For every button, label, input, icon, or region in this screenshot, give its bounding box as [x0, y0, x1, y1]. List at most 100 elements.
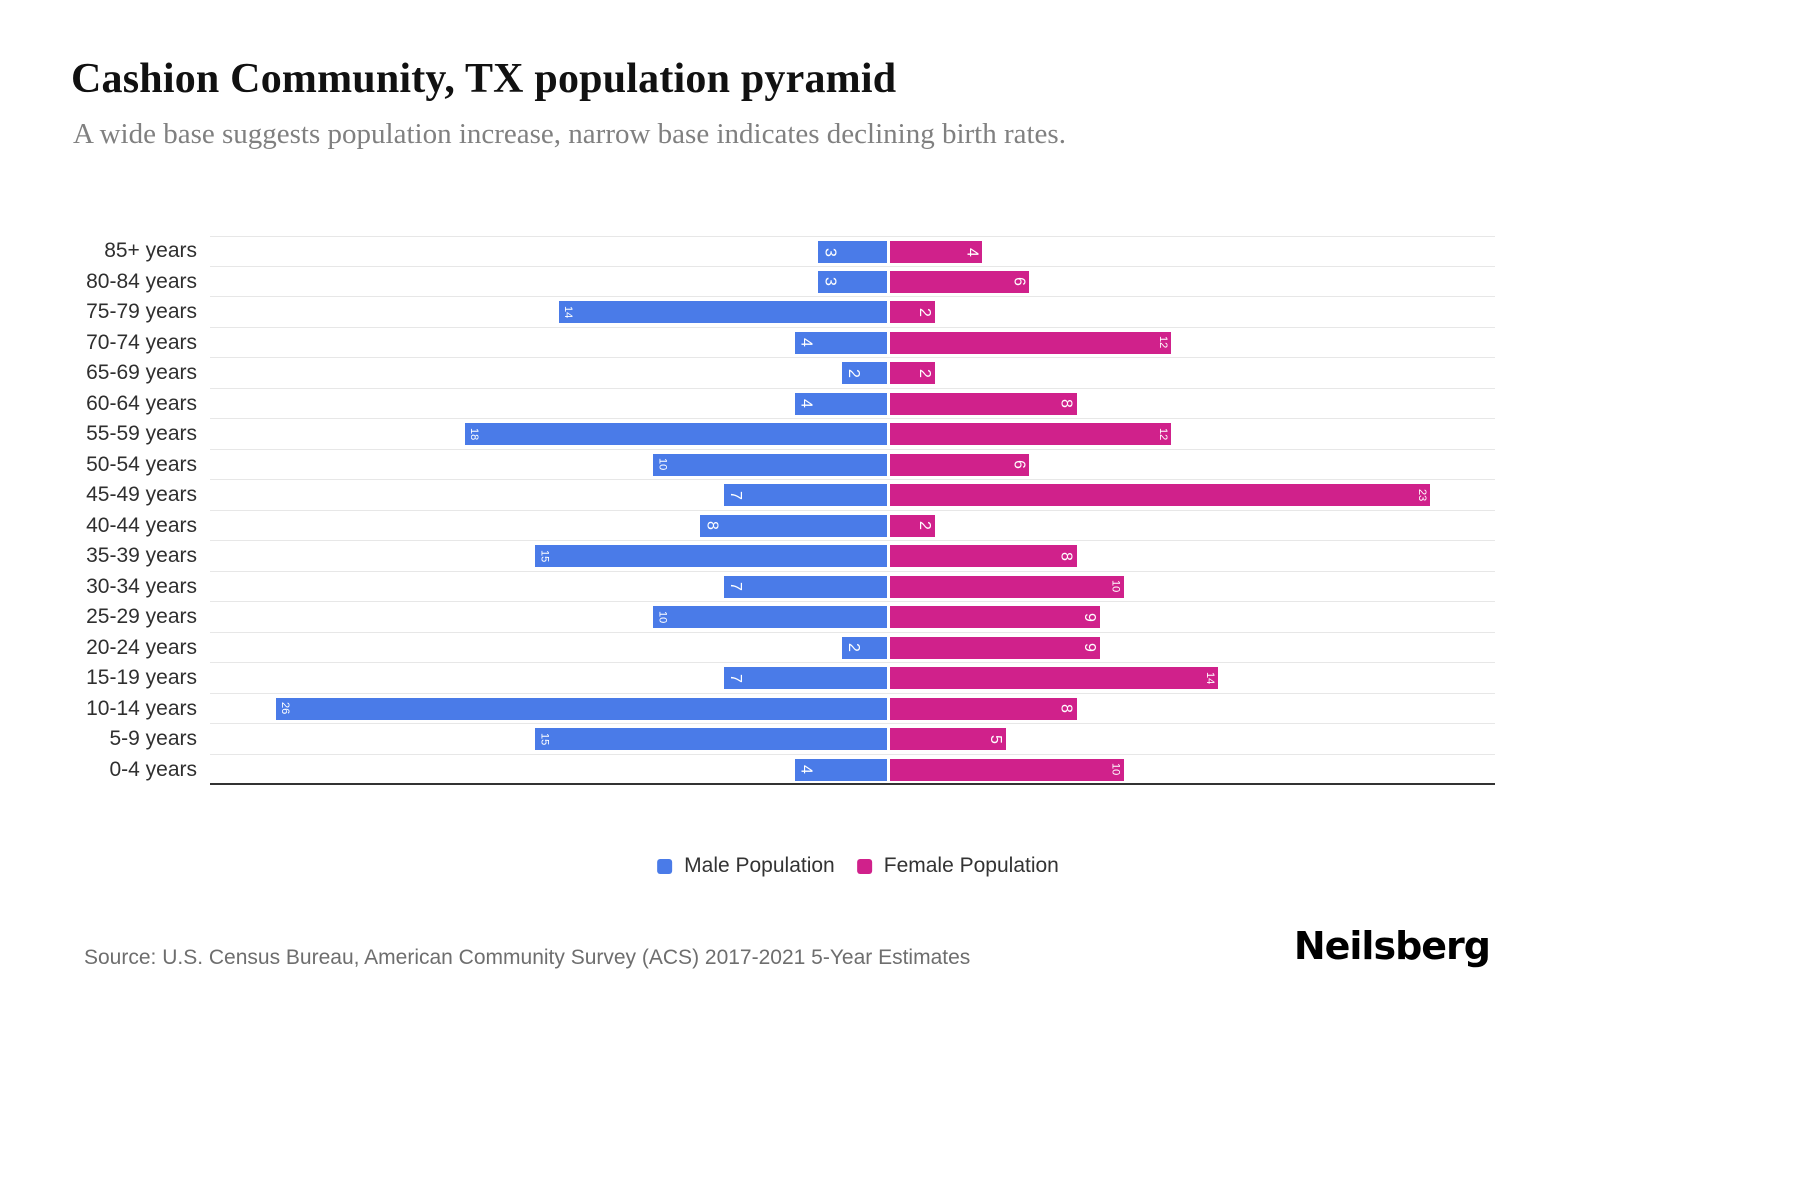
female-bar-value: 5 [986, 734, 1004, 744]
female-bar-value: 2 [916, 521, 934, 530]
male-bar[interactable]: 3 [817, 269, 888, 294]
female-bar[interactable]: 12 [889, 330, 1172, 355]
pyramid-row: 15-19 years 7 14 [0, 663, 1495, 694]
male-bar[interactable]: 7 [723, 666, 888, 690]
pyramid-row: 55-59 years 18 12 [0, 419, 1495, 450]
female-bar[interactable]: 5 [889, 727, 1007, 751]
pyramid-row: 0-4 years 4 10 [0, 755, 1495, 785]
female-bar[interactable]: 9 [889, 635, 1102, 660]
pyramid-row: 5-9 years 15 5 [0, 724, 1495, 755]
pyramid-row: 20-24 years 2 9 [0, 633, 1495, 663]
female-bar[interactable]: 23 [889, 483, 1432, 507]
pyramid-row: 65-69 years 2 2 [0, 358, 1495, 389]
row-plot-area: 15 5 [210, 724, 1495, 755]
female-bar-value: 6 [1010, 460, 1028, 469]
row-plot-area: 4 10 [210, 755, 1495, 785]
pyramid-row: 10-14 years 26 8 [0, 694, 1495, 724]
female-legend-swatch [856, 858, 872, 874]
female-bar[interactable]: 10 [889, 574, 1125, 599]
pyramid-row: 50-54 years 10 6 [0, 450, 1495, 480]
population-pyramid-chart: 85+ years 3 4 80-84 years 3 6 75-79 years 14 2 70… [0, 236, 1495, 785]
age-group-label: 65-69 years [86, 361, 197, 384]
male-bar-value: 18 [467, 427, 480, 441]
male-bar[interactable]: 26 [275, 696, 888, 721]
row-plot-area: 10 6 [210, 450, 1495, 480]
age-group-label: 5-9 years [109, 727, 197, 750]
female-bar[interactable]: 8 [889, 696, 1078, 721]
male-bar-value: 7 [727, 582, 745, 591]
male-bar[interactable]: 3 [817, 240, 888, 264]
female-bar[interactable]: 14 [889, 666, 1219, 690]
age-group-label: 25-29 years [86, 605, 197, 628]
female-legend-label: Female Population [883, 854, 1059, 877]
legend-item-male[interactable]: Male Population [657, 854, 835, 878]
male-bar[interactable]: 2 [840, 361, 888, 385]
pyramid-row: 80-84 years 3 6 [0, 267, 1495, 297]
male-bar[interactable]: 4 [793, 330, 888, 355]
male-bar[interactable]: 2 [840, 635, 888, 660]
female-bar[interactable]: 2 [889, 513, 937, 538]
row-plot-area: 18 12 [210, 419, 1495, 450]
pyramid-rows: 85+ years 3 4 80-84 years 3 6 75-79 years 14 2 70… [0, 236, 1495, 785]
male-bar[interactable]: 7 [723, 574, 888, 599]
male-bar-value: 26 [279, 702, 292, 715]
source-attribution: Source: U.S. Census Bureau, American Com… [84, 946, 971, 969]
male-bar-value: 15 [538, 732, 551, 746]
female-bar[interactable]: 8 [889, 391, 1078, 416]
female-bar[interactable]: 6 [889, 452, 1031, 477]
female-bar-value: 2 [916, 368, 934, 378]
male-bar[interactable]: 10 [652, 605, 888, 629]
female-bar-value: 12 [1156, 427, 1169, 441]
age-group-label: 60-64 years [86, 391, 197, 415]
male-bar[interactable]: 15 [534, 727, 888, 751]
pyramid-row: 70-74 years 4 12 [0, 328, 1495, 358]
neilsberg-logo: Neilsberg [1293, 924, 1491, 968]
male-bar-value: 4 [797, 338, 815, 347]
female-bar-value: 8 [1057, 551, 1075, 561]
female-bar[interactable]: 9 [889, 605, 1102, 629]
male-legend-label: Male Population [684, 854, 835, 877]
female-bar[interactable]: 12 [889, 422, 1172, 446]
male-bar-value: 8 [703, 521, 721, 530]
female-bar[interactable]: 6 [889, 269, 1031, 294]
male-bar[interactable]: 10 [652, 452, 888, 477]
pyramid-row: 35-39 years 15 8 [0, 541, 1495, 572]
female-bar[interactable]: 4 [889, 240, 984, 264]
female-bar-value: 9 [1081, 612, 1099, 622]
female-bar[interactable]: 2 [889, 300, 937, 324]
male-legend-swatch [657, 858, 673, 874]
male-bar[interactable]: 18 [463, 422, 888, 446]
pyramid-row: 75-79 years 14 2 [0, 297, 1495, 328]
female-bar-value: 23 [1416, 488, 1429, 502]
age-group-label: 80-84 years [86, 269, 197, 293]
male-bar-value: 14 [562, 305, 575, 319]
male-bar-value: 4 [797, 765, 815, 774]
pyramid-row: 30-34 years 7 10 [0, 572, 1495, 602]
male-bar-value: 15 [538, 549, 551, 563]
male-bar-value: 3 [821, 277, 839, 286]
age-group-label: 70-74 years [86, 330, 197, 354]
age-group-label: 55-59 years [86, 422, 197, 445]
age-group-label: 35-39 years [86, 544, 197, 567]
pyramid-row: 40-44 years 8 2 [0, 511, 1495, 541]
male-bar-value: 2 [844, 368, 862, 378]
male-bar[interactable]: 8 [699, 513, 888, 538]
female-bar[interactable]: 10 [889, 757, 1125, 782]
female-bar[interactable]: 2 [889, 361, 937, 385]
male-bar[interactable]: 14 [558, 300, 888, 324]
female-bar-value: 6 [1010, 277, 1028, 286]
male-bar-value: 10 [656, 458, 669, 471]
female-bar[interactable]: 8 [889, 544, 1078, 568]
female-bar-value: 8 [1057, 399, 1075, 408]
age-group-label: 15-19 years [86, 666, 197, 689]
male-bar[interactable]: 7 [723, 483, 888, 507]
male-bar[interactable]: 4 [793, 391, 888, 416]
female-bar-value: 8 [1057, 704, 1075, 713]
age-group-label: 75-79 years [86, 300, 197, 323]
legend-item-female[interactable]: Female Population [856, 854, 1059, 878]
male-bar[interactable]: 15 [534, 544, 888, 568]
male-bar[interactable]: 4 [793, 757, 888, 782]
